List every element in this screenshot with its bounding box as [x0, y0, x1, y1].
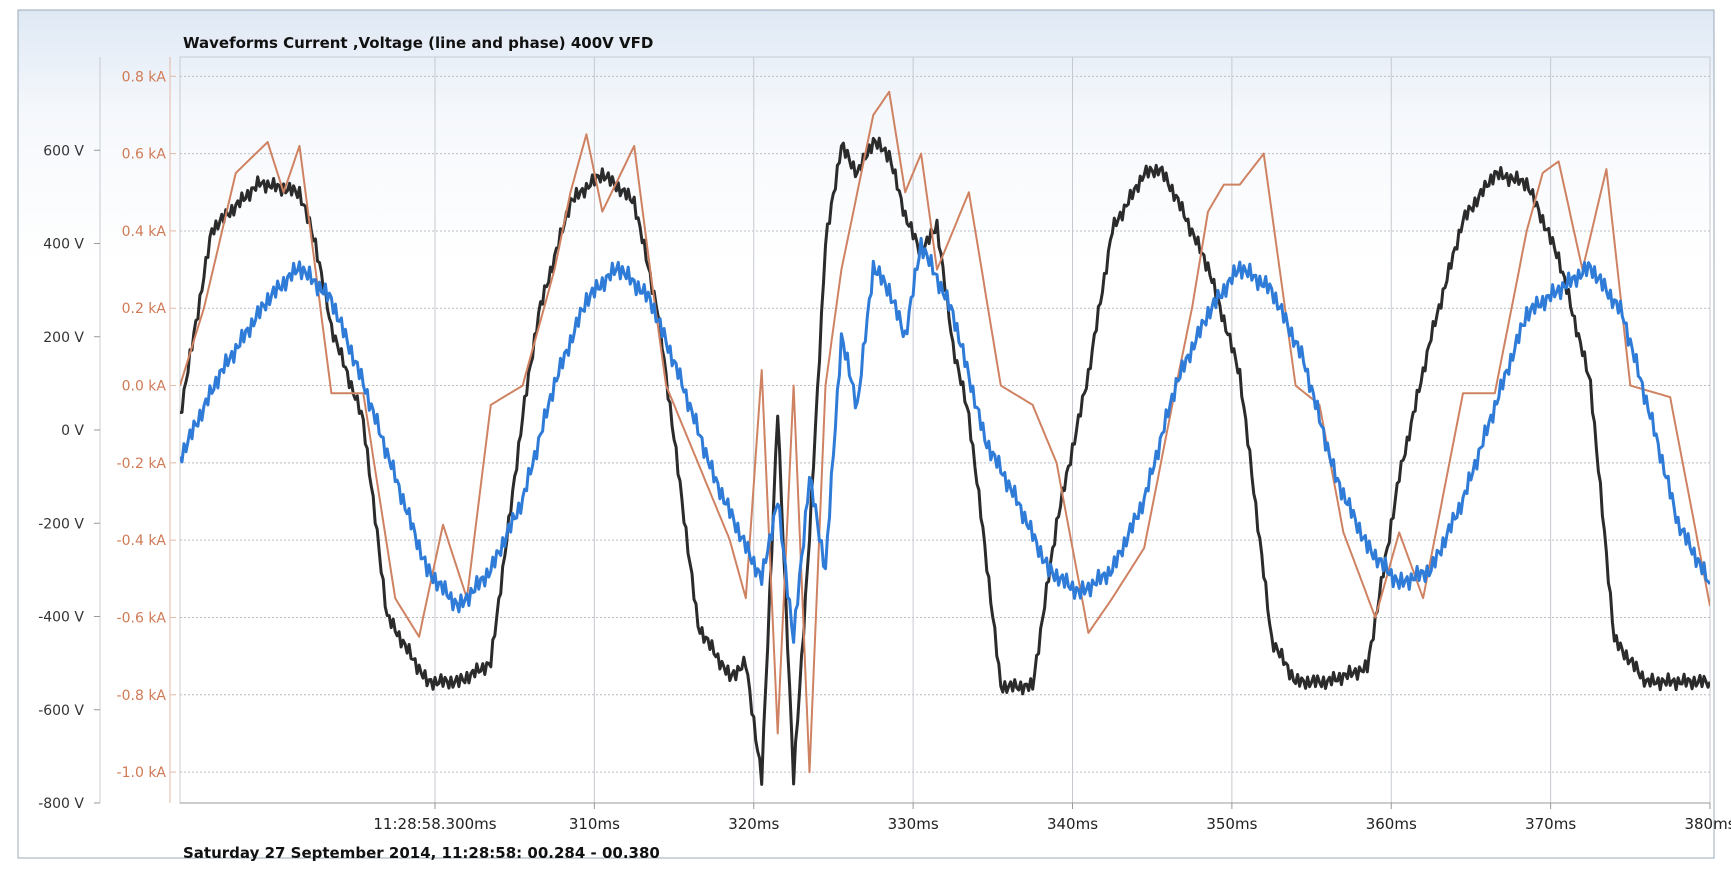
gridlines	[180, 57, 1711, 803]
voltage-tick-label: 400 V	[43, 237, 84, 253]
time-tick-label: 370ms	[1525, 815, 1576, 833]
time-tick-label: 350ms	[1206, 815, 1257, 833]
voltage-tick-label: -400 V	[38, 610, 84, 626]
voltage-tick-label: 600 V	[43, 143, 84, 159]
series-group	[180, 90, 1710, 786]
current-tick-label: 0.8 kA	[122, 69, 167, 85]
time-axis: 11:28:58.300ms 310ms 320ms 330ms 340ms 350ms 3…	[180, 802, 1731, 833]
current-axis: 0.8 kA 0.6 kA 0.4 kA 0.2 kA 0.0 kA -0.2 kA -0.…	[117, 57, 176, 803]
time-tick-label: 310ms	[569, 815, 620, 833]
current-tick-label: -0.8 kA	[117, 688, 167, 704]
voltage-axis: 600 V 400 V 200 V 0 V -200 V -400 V -600 V -800…	[38, 57, 101, 812]
voltage-tick-label: -200 V	[38, 516, 84, 532]
current-tick-label: 0.0 kA	[122, 379, 167, 395]
series-line-2	[180, 236, 1710, 644]
chart-frame	[17, 9, 1715, 859]
current-tick-label: 0.4 kA	[122, 224, 167, 240]
time-tick-label: 380ms	[1684, 815, 1731, 833]
time-tick-label: 320ms	[728, 815, 779, 833]
voltage-tick-label: 0 V	[61, 423, 84, 439]
chart-time-range: Saturday 27 September 2014, 11:28:58: 00…	[183, 844, 660, 862]
series-line-0	[180, 136, 1710, 786]
current-tick-label: -1.0 kA	[117, 765, 167, 781]
current-tick-label: 0.6 kA	[122, 147, 167, 163]
current-tick-label: -0.6 kA	[117, 610, 167, 626]
voltage-tick-label: -800 V	[38, 796, 84, 812]
time-tick-label: 330ms	[888, 815, 939, 833]
time-tick-label: 11:28:58.300ms	[373, 815, 496, 833]
voltage-tick-label: -600 V	[38, 703, 84, 719]
current-tick-label: -0.4 kA	[117, 533, 167, 549]
voltage-tick-label: 200 V	[43, 330, 84, 346]
current-tick-label: 0.2 kA	[122, 301, 167, 317]
current-tick-label: -0.2 kA	[117, 456, 167, 472]
series-line-1	[180, 90, 1710, 774]
time-tick-label: 360ms	[1366, 815, 1417, 833]
time-tick-label: 340ms	[1047, 815, 1098, 833]
chart-title: Waveforms Current ,Voltage (line and pha…	[183, 34, 653, 52]
